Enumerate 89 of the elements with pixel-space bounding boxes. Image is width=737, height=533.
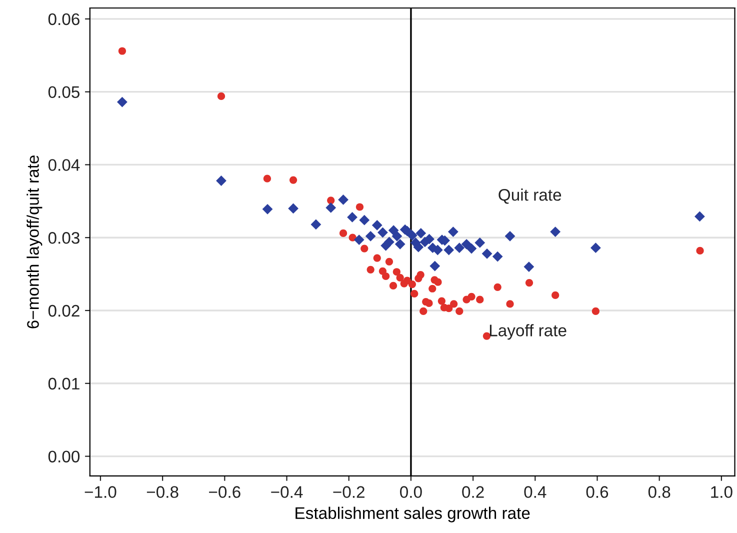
point [385,258,394,266]
point [407,230,418,241]
point [438,297,446,305]
y-tick-label: 0.06 [48,13,80,26]
x-tick-label: 0.8 [648,486,670,498]
point [262,204,273,214]
point [396,274,404,282]
point [288,203,298,214]
point [474,238,486,248]
x-tick-label: −0.8 [146,486,178,498]
point [356,203,364,211]
point [694,211,705,222]
point [327,196,335,204]
point [408,280,416,288]
point [372,220,382,230]
x-axis-title: Establishment sales growth rate [296,506,530,522]
point [550,226,561,237]
point [389,282,398,290]
point [118,47,126,55]
point [444,244,454,256]
x-tick-label: 0.0 [400,486,422,498]
point [392,268,400,276]
point [354,234,364,245]
point [380,240,391,251]
point [506,300,514,308]
point [382,272,390,280]
series-label: Layoff rate [490,324,566,340]
x-tick-label: −0.6 [209,486,240,498]
y-tick-label: 0.04 [48,159,80,171]
point [494,283,502,291]
point [552,291,560,299]
point [525,279,534,287]
point [445,304,453,312]
x-tick-label: −0.2 [333,486,364,498]
point [425,299,433,308]
point [416,228,426,238]
point [217,92,226,100]
point [466,243,477,254]
point [430,260,440,272]
point [365,230,376,242]
y-tick-label: 0.00 [48,450,80,462]
point [263,174,272,182]
point [482,248,492,259]
point [454,242,465,254]
point [590,242,601,254]
x-tick-label: 0.6 [586,486,608,498]
point [456,307,464,316]
point [492,251,503,262]
point [468,292,476,300]
y-tick-label: 0.05 [48,86,80,98]
point [359,214,370,226]
point [420,307,428,316]
x-tick-label: 0.4 [524,486,546,498]
point [696,246,704,255]
y-tick-label: 0.01 [48,378,80,390]
y-axis-title: 6−month layoff/quit rate [26,156,42,328]
point [428,284,436,292]
point [592,307,600,316]
point [347,212,358,222]
point [448,226,458,237]
point [416,270,424,279]
point [450,300,458,308]
point [392,230,402,242]
x-tick-label: −0.4 [271,486,303,498]
point [338,194,348,205]
point [378,227,388,238]
series-label: Quit rate [498,188,562,204]
y-tick-label: 0.03 [48,232,80,244]
x-tick-label: 1.0 [711,486,732,498]
point [373,254,381,262]
x-tick-label: −1.0 [84,486,116,498]
point [326,202,336,213]
point [348,234,356,242]
point [504,230,516,242]
point [366,266,374,274]
point [410,290,418,298]
point [424,234,434,244]
point [476,296,484,304]
point [117,96,128,108]
point [310,219,322,230]
point [434,278,442,286]
point [360,244,368,252]
point [339,229,348,238]
point [216,176,226,186]
point [289,176,298,184]
point [394,238,406,250]
y-tick-label: 0.02 [48,304,80,317]
x-tick-label: 0.2 [462,486,484,498]
point [524,262,534,272]
